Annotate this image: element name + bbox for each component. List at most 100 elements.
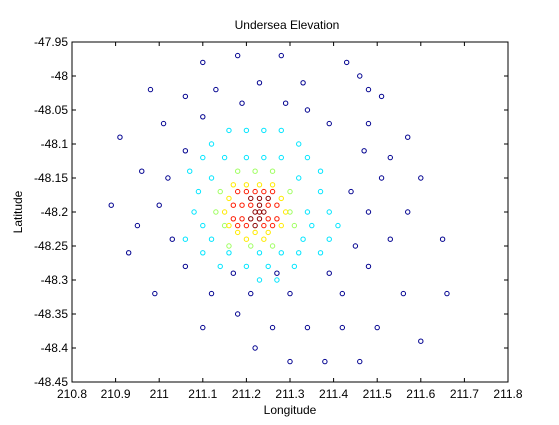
data-point-cyan	[217, 263, 223, 270]
data-point-dark-blue	[165, 175, 171, 181]
x-tick-label: 211.2	[232, 387, 261, 401]
data-point-cyan	[278, 154, 284, 161]
data-point-dark-blue	[339, 324, 346, 331]
data-point-cyan	[243, 263, 250, 270]
data-point-dark-blue	[252, 345, 258, 351]
data-point-dark-blue	[278, 52, 284, 59]
data-point-red	[269, 188, 276, 195]
data-point-red	[248, 202, 254, 208]
data-point-cyan	[208, 175, 215, 181]
data-point-dark-blue	[134, 222, 141, 229]
data-point-cyan	[191, 209, 197, 215]
data-point-cyan	[195, 188, 202, 195]
data-point-dark-blue	[326, 270, 332, 276]
data-point-yellow	[252, 229, 258, 236]
data-point-cyan	[274, 277, 280, 283]
data-point-red	[274, 202, 280, 208]
data-point-cyan	[296, 250, 302, 256]
data-point-cyan	[261, 127, 267, 134]
data-point-dark-red	[256, 202, 263, 208]
data-point-dark-blue	[304, 107, 311, 113]
data-point-yellow	[234, 229, 241, 236]
x-tick-label: 211.1	[188, 387, 217, 401]
y-tick-label: -48.1	[41, 137, 69, 151]
data-point-green-yellow	[226, 243, 232, 249]
data-point-dark-blue	[182, 93, 189, 100]
data-point-red	[243, 222, 250, 229]
data-point-dark-blue	[213, 86, 219, 93]
data-point-cyan	[261, 154, 267, 161]
x-tick-label: 211	[150, 387, 169, 401]
x-axis-label: Longitude	[264, 403, 317, 417]
data-point-dark-blue	[256, 80, 263, 86]
data-point-dark-blue	[357, 73, 363, 79]
x-axis: 210.8 210.9 211 211.1 211.2 211.3 211.4 211.5 21…	[57, 42, 523, 401]
data-point-dark-blue	[156, 202, 162, 208]
data-point-red	[261, 222, 267, 229]
x-tick-label: 211.3	[275, 387, 304, 401]
data-point-yellow	[256, 182, 263, 188]
data-point-red	[269, 222, 276, 229]
data-point-dark-blue	[343, 59, 350, 66]
data-point-cyan	[296, 141, 302, 147]
data-point-dark-blue	[160, 120, 167, 127]
data-point-cyan	[221, 154, 228, 161]
y-tick-label: -48.05	[34, 103, 68, 117]
data-point-red	[234, 188, 241, 195]
data-point-dark-blue	[182, 148, 189, 154]
data-point-green-yellow	[213, 209, 219, 215]
data-point-yellow	[278, 222, 284, 229]
data-point-yellow	[282, 209, 289, 215]
data-point-dark-blue	[387, 154, 393, 161]
data-point-dark-blue	[230, 270, 237, 276]
data-point-dark-blue	[387, 236, 393, 242]
data-point-dark-blue	[248, 290, 254, 297]
data-point-dark-blue	[200, 324, 206, 331]
data-point-dark-blue	[125, 250, 132, 256]
x-tick-label: 210.8	[57, 387, 87, 401]
data-point-dark-blue	[365, 209, 372, 215]
data-point-cyan	[309, 222, 315, 229]
data-point-dark-blue	[418, 338, 424, 344]
y-tick-label: -48.4	[41, 341, 69, 355]
y-tick-label: -48	[51, 69, 69, 83]
data-point-cyan	[265, 263, 271, 270]
data-point-dark-blue	[117, 134, 123, 140]
data-point-dark-blue	[234, 311, 241, 317]
data-point-dark-blue	[365, 263, 372, 270]
data-point-cyan	[200, 154, 206, 161]
data-point-dark-blue	[439, 236, 446, 242]
data-point-cyan	[256, 250, 263, 256]
data-point-red	[252, 188, 258, 195]
data-point-red	[243, 188, 250, 195]
data-point-dark-blue	[352, 243, 359, 249]
data-point-dark-blue	[378, 93, 385, 100]
data-point-red	[230, 216, 237, 222]
data-point-red	[239, 202, 245, 208]
data-point-cyan	[243, 154, 250, 161]
data-point-cyan	[317, 168, 324, 174]
data-point-green-yellow	[291, 222, 298, 229]
data-point-dark-blue	[269, 324, 276, 331]
data-point-green-yellow	[234, 168, 241, 174]
data-point-dark-blue	[152, 290, 158, 297]
data-point-yellow	[221, 209, 228, 215]
data-point-dark-blue	[400, 290, 407, 297]
data-point-dark-blue	[169, 236, 175, 242]
data-point-yellow	[226, 222, 232, 229]
data-point-dark-blue	[234, 52, 241, 59]
data-point-yellow	[230, 182, 237, 188]
data-point-yellow	[226, 195, 232, 202]
data-point-dark-red	[252, 222, 258, 229]
data-point-dark-blue	[326, 120, 332, 127]
data-point-cyan	[226, 127, 232, 134]
data-point-dark-blue	[405, 134, 411, 140]
y-tick-label: -48.35	[34, 307, 68, 321]
data-point-green-yellow	[248, 243, 254, 249]
y-tick-label: -48.45	[34, 375, 68, 389]
data-point-cyan	[278, 250, 284, 256]
data-point-dark-blue	[418, 175, 424, 181]
y-tick-label: -48.25	[34, 239, 68, 253]
chart-title: Undersea Elevation	[235, 18, 340, 32]
data-point-yellow	[243, 182, 250, 188]
